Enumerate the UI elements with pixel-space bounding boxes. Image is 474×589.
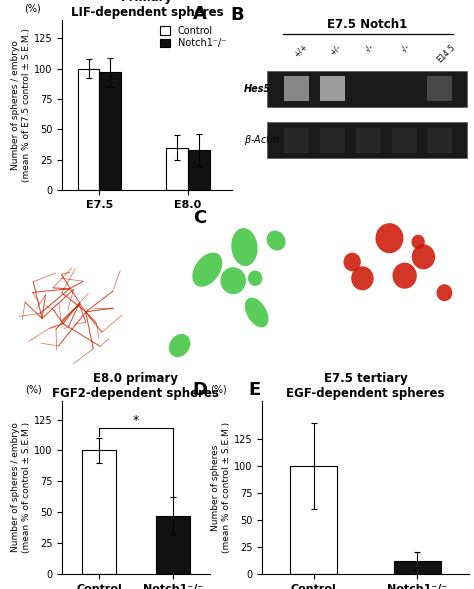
Circle shape xyxy=(351,266,374,290)
Text: +/+: +/+ xyxy=(292,42,309,59)
Circle shape xyxy=(375,223,403,253)
Text: (%): (%) xyxy=(25,3,41,13)
Text: (%): (%) xyxy=(210,384,227,394)
Title: Primary
LIF-dependent spheres: Primary LIF-dependent spheres xyxy=(71,0,223,19)
Text: βIIItubulin: βIIItubulin xyxy=(59,363,101,372)
Bar xyxy=(392,128,417,153)
Bar xyxy=(78,68,100,190)
Legend: Control, Notch1⁻/⁻: Control, Notch1⁻/⁻ xyxy=(159,25,227,49)
Text: E: E xyxy=(249,381,261,399)
Y-axis label: Number of spheres / embryo
(mean % of E7.5 control ± S.E.M.): Number of spheres / embryo (mean % of E7… xyxy=(11,28,31,182)
Bar xyxy=(267,71,467,107)
Text: E7.5 Notch1: E7.5 Notch1 xyxy=(327,18,407,31)
Bar xyxy=(291,466,337,574)
Text: (%): (%) xyxy=(25,384,42,394)
Text: D: D xyxy=(192,381,208,399)
Text: A: A xyxy=(193,5,207,23)
Y-axis label: Number of spheres / embryo
(mean % of control ± S.E.M.): Number of spheres / embryo (mean % of co… xyxy=(11,422,31,553)
Text: E14.5: E14.5 xyxy=(436,42,457,64)
Circle shape xyxy=(392,263,417,289)
Bar xyxy=(166,147,188,190)
Title: E7.5 tertiary
EGF-dependent spheres: E7.5 tertiary EGF-dependent spheres xyxy=(286,372,445,400)
Bar xyxy=(267,122,467,158)
Bar xyxy=(320,128,345,153)
Text: Hes5: Hes5 xyxy=(244,84,272,94)
Circle shape xyxy=(437,284,452,301)
Ellipse shape xyxy=(220,267,246,294)
Ellipse shape xyxy=(192,253,222,287)
Bar xyxy=(356,128,381,153)
Ellipse shape xyxy=(169,334,191,357)
Text: -/-: -/- xyxy=(364,42,376,54)
Bar xyxy=(394,561,440,574)
Bar xyxy=(188,150,210,190)
Ellipse shape xyxy=(248,270,263,286)
Bar xyxy=(284,128,309,153)
Title: E8.0 primary
FGF2-dependent spheres: E8.0 primary FGF2-dependent spheres xyxy=(53,372,219,400)
Bar xyxy=(428,77,452,101)
Bar xyxy=(156,516,190,574)
Text: -/-: -/- xyxy=(400,42,411,54)
Ellipse shape xyxy=(245,297,268,327)
Text: $\beta$-$\it{Actin}$: $\beta$-$\it{Actin}$ xyxy=(244,133,280,147)
Text: GFAP: GFAP xyxy=(227,363,249,372)
Text: +/-: +/- xyxy=(328,42,343,57)
Circle shape xyxy=(411,235,425,249)
Bar xyxy=(284,77,309,101)
Text: C: C xyxy=(193,209,207,227)
Ellipse shape xyxy=(267,230,285,250)
Text: *: * xyxy=(133,414,139,427)
Bar xyxy=(320,77,345,101)
Circle shape xyxy=(412,244,435,269)
Ellipse shape xyxy=(231,228,257,266)
Bar xyxy=(428,128,452,153)
Y-axis label: Number of spheres
(mean % of control ± S.E.M.): Number of spheres (mean % of control ± S… xyxy=(211,422,231,553)
Text: B: B xyxy=(231,6,244,24)
Text: O4: O4 xyxy=(443,363,455,372)
Bar xyxy=(82,451,116,574)
Bar xyxy=(100,72,121,190)
Circle shape xyxy=(344,253,361,272)
